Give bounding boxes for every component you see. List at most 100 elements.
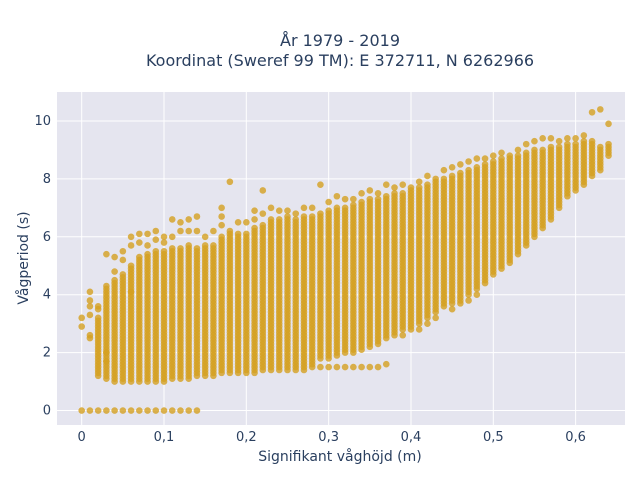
- data-point: [103, 282, 110, 290]
- data-point: [333, 204, 341, 212]
- data-point: [177, 407, 184, 414]
- data-point: [358, 363, 365, 371]
- data-point: [177, 227, 184, 235]
- data-point: [86, 331, 94, 339]
- data-point: [325, 207, 332, 215]
- data-point: [275, 216, 283, 223]
- data-point: [94, 302, 102, 310]
- data-point: [448, 163, 456, 171]
- data-point: [168, 407, 176, 414]
- data-point: [522, 149, 530, 157]
- data-point: [366, 195, 374, 203]
- data-point: [152, 247, 160, 255]
- data-point: [341, 363, 349, 371]
- data-point: [251, 224, 258, 232]
- data-point: [136, 230, 143, 238]
- data-point: [119, 271, 127, 278]
- data-point: [259, 210, 267, 217]
- data-point: [94, 407, 102, 414]
- data-point: [374, 363, 382, 371]
- data-point: [185, 407, 193, 414]
- y-tick-label: 2: [43, 346, 51, 361]
- data-point: [333, 192, 341, 200]
- data-point: [127, 242, 135, 249]
- data-point: [86, 288, 94, 296]
- data-point: [127, 262, 135, 270]
- data-point: [325, 198, 332, 206]
- chart-title-line2: Koordinat (Sweref 99 TM): E 372711, N 62…: [146, 51, 534, 70]
- data-point: [489, 158, 497, 165]
- data-point: [210, 242, 217, 249]
- data-point: [119, 407, 127, 414]
- data-point: [201, 233, 209, 241]
- data-point: [465, 166, 472, 174]
- plot-area: [57, 92, 625, 425]
- data-point: [86, 302, 94, 310]
- data-point: [127, 288, 135, 296]
- data-point: [440, 166, 448, 174]
- data-point: [218, 221, 225, 229]
- data-point: [152, 407, 160, 414]
- data-point: [292, 216, 300, 223]
- data-point: [144, 250, 151, 258]
- data-point: [358, 190, 365, 197]
- y-tick-labels: 0 2 4 6 8 10: [34, 114, 51, 419]
- data-point: [259, 187, 267, 194]
- data-point: [580, 132, 588, 139]
- data-point: [218, 233, 225, 241]
- y-tick-label: 10: [34, 114, 51, 129]
- data-point: [243, 230, 250, 238]
- data-point: [168, 245, 176, 252]
- data-point: [522, 140, 530, 148]
- data-point: [531, 137, 538, 145]
- data-point: [243, 219, 250, 226]
- data-point: [284, 213, 291, 220]
- data-point: [588, 137, 596, 145]
- data-point: [350, 363, 357, 371]
- data-point: [251, 207, 258, 215]
- data-point: [234, 230, 242, 238]
- data-point: [127, 407, 135, 414]
- data-point: [498, 155, 505, 162]
- data-point: [572, 140, 579, 148]
- data-point: [341, 204, 349, 212]
- data-point: [597, 143, 604, 151]
- data-point: [424, 181, 431, 188]
- data-point: [193, 213, 201, 220]
- data-point: [489, 152, 497, 160]
- data-point: [481, 155, 489, 162]
- x-tick-label: 0,3: [318, 430, 339, 445]
- data-point: [415, 326, 423, 333]
- data-point: [531, 146, 538, 154]
- data-point: [267, 204, 275, 212]
- data-point: [78, 407, 85, 414]
- data-point: [78, 323, 85, 330]
- data-point: [317, 363, 324, 371]
- data-point: [267, 216, 275, 223]
- data-point: [580, 137, 588, 145]
- data-point: [160, 247, 168, 255]
- data-point: [86, 311, 94, 319]
- data-point: [399, 181, 407, 188]
- data-point: [136, 253, 143, 261]
- data-point: [127, 233, 135, 241]
- x-tick-label: 0,1: [154, 430, 175, 445]
- data-point: [473, 155, 481, 162]
- data-point: [218, 204, 225, 212]
- data-point: [144, 242, 151, 249]
- data-point: [473, 163, 481, 171]
- chart-title-line1: År 1979 - 2019: [280, 31, 400, 50]
- data-point: [506, 152, 514, 160]
- data-point: [185, 227, 193, 235]
- data-point: [564, 140, 571, 148]
- data-point: [152, 227, 160, 235]
- data-point: [407, 184, 415, 191]
- data-point: [498, 149, 505, 157]
- data-point: [78, 314, 85, 322]
- data-point: [555, 137, 563, 145]
- data-point: [193, 227, 201, 235]
- data-point: [308, 213, 316, 220]
- data-point: [374, 190, 382, 197]
- data-point: [366, 187, 374, 194]
